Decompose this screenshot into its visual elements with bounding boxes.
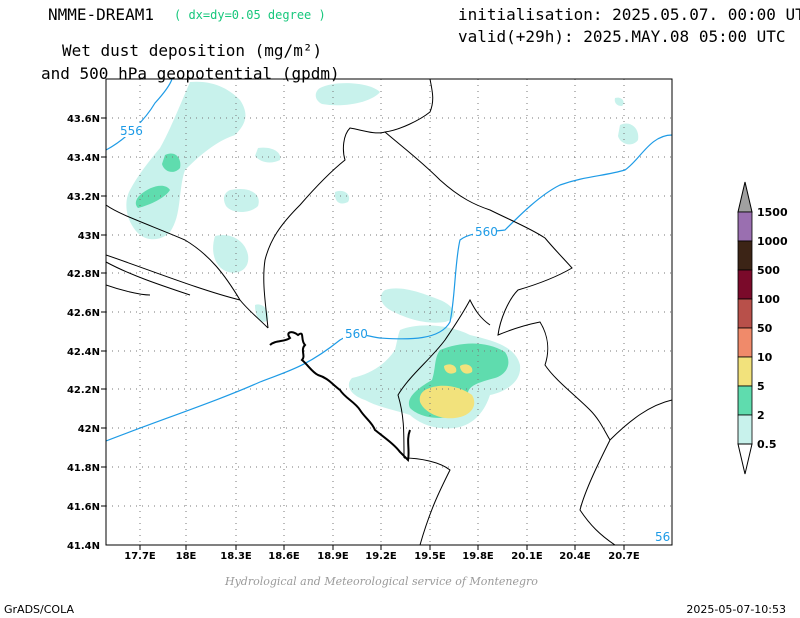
colorbar-swatch <box>737 240 753 271</box>
dust-yellow-areas <box>419 364 475 419</box>
colorbar-swatch <box>737 211 753 242</box>
contour-label: 560 <box>345 327 368 341</box>
init-time: initialisation: 2025.05.07. 00:00 UTC <box>458 5 800 24</box>
lat-label: 41.6N <box>67 502 100 513</box>
lat-label: 42.2N <box>67 385 100 396</box>
lat-label: 42.8N <box>67 269 100 280</box>
lat-label: 43N <box>78 231 100 242</box>
contour-label: 556 <box>120 124 143 138</box>
contour-label: 560 <box>475 225 498 239</box>
variable-title-line2: and 500 hPa geopotential (gpdm) <box>41 64 340 83</box>
colorbar-swatch <box>737 298 753 329</box>
lon-label: 20.7E <box>608 551 640 562</box>
lat-label: 43.2N <box>67 192 100 203</box>
lon-label: 19.5E <box>414 551 446 562</box>
gridlines <box>106 79 672 545</box>
country-borders <box>106 79 672 545</box>
model-title: NMME-DREAM1 <box>48 5 154 24</box>
coastline <box>269 331 411 463</box>
variable-title-line1: Wet dust deposition (mg/m²) <box>62 41 323 60</box>
colorbar-label: 50 <box>757 322 773 335</box>
colorbar-swatch <box>737 327 753 358</box>
colorbar-label: 500 <box>757 264 780 277</box>
lat-label: 42.4N <box>67 347 100 358</box>
colorbar-label: 1000 <box>757 235 788 248</box>
latitude-labels: 43.6N 43.4N 43.2N 43N 42.8N 42.6N 42.4N … <box>67 114 100 552</box>
software-label: GrADS/COLA <box>4 603 74 616</box>
colorbar-label: 1500 <box>757 206 788 219</box>
lon-label: 20.1E <box>511 551 543 562</box>
colorbar-swatch <box>737 356 753 387</box>
colorbar-label: 0.5 <box>757 438 777 451</box>
lat-label: 41.8N <box>67 463 100 474</box>
lat-label: 43.4N <box>67 153 100 164</box>
axis-ticks <box>101 117 625 550</box>
contour-560 <box>106 134 672 442</box>
colorbar-top-triangle <box>737 181 753 213</box>
geopotential-contours <box>106 79 672 442</box>
lon-label: 20.4E <box>559 551 591 562</box>
timestamp-label: 2025-05-07-10:53 <box>686 603 786 616</box>
contour-556 <box>106 79 173 151</box>
colorbar-label: 5 <box>757 380 765 393</box>
lon-label: 18.9E <box>317 551 349 562</box>
contour-labels: 556 560 560 56 <box>118 123 670 544</box>
lon-label: 18.6E <box>268 551 300 562</box>
valid-time: valid(+29h): 2025.MAY.08 05:00 UTC <box>458 27 786 46</box>
colorbar-swatch <box>737 269 753 300</box>
lon-label: 19.8E <box>462 551 494 562</box>
colorbar: 1500 1000 500 100 50 10 5 2 0.5 <box>737 181 788 475</box>
lat-label: 41.4N <box>67 541 100 552</box>
colorbar-swatch <box>737 385 753 416</box>
longitude-labels: 17.7E 18E 18.3E 18.6E 18.9E 19.2E 19.5E … <box>124 551 640 562</box>
colorbar-label: 2 <box>757 409 765 422</box>
lon-label: 19.2E <box>365 551 397 562</box>
colorbar-bottom-triangle <box>737 443 753 475</box>
contour-label: 56 <box>655 530 670 544</box>
colorbar-label: 100 <box>757 293 780 306</box>
lat-label: 42N <box>78 424 100 435</box>
lon-label: 18E <box>176 551 197 562</box>
credit-line: Hydrological and Meteorological service … <box>225 575 538 588</box>
dust-light-areas <box>126 81 639 429</box>
colorbar-label: 10 <box>757 351 773 364</box>
lat-label: 42.6N <box>67 308 100 319</box>
resolution-label: ( dx=dy=0.05 degree ) <box>174 8 326 22</box>
lon-label: 18.3E <box>220 551 252 562</box>
lat-label: 43.6N <box>67 114 100 125</box>
dust-fields <box>126 81 639 429</box>
lon-label: 17.7E <box>124 551 156 562</box>
colorbar-swatch <box>737 414 753 445</box>
